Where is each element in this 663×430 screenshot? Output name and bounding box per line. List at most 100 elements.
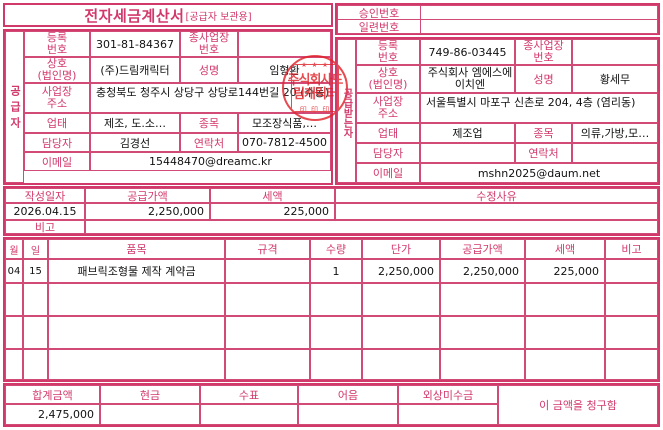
- cash-label: 현금: [100, 385, 200, 404]
- buyer-company-label-line1: 상호: [377, 66, 399, 79]
- table-row-day[interactable]: [23, 283, 48, 316]
- buyer-sub-biz-value[interactable]: [572, 39, 658, 65]
- supplier-contact-label: 연락처: [180, 133, 238, 152]
- credit-receivable-value[interactable]: [398, 404, 498, 425]
- buyer-side-label: 공급받는자: [337, 39, 356, 183]
- supplier-ceo-name[interactable]: 임형환: [238, 57, 331, 83]
- items-header-spec: 규격: [225, 239, 310, 259]
- buyer-manager-value[interactable]: [420, 143, 515, 163]
- table-row-name[interactable]: 패브릭조형물 제작 계약금: [48, 259, 225, 283]
- approval-block-frame: [335, 3, 660, 35]
- summary-note-value[interactable]: [85, 220, 658, 234]
- items-header-supply: 공급가액: [440, 239, 525, 259]
- buyer-email-value[interactable]: mshn2025@daum.net: [420, 163, 658, 183]
- summary-supply-value[interactable]: 2,250,000: [85, 203, 210, 220]
- table-row-note[interactable]: [605, 316, 658, 349]
- buyer-biz-item-label: 종목: [515, 123, 572, 143]
- buyer-frame: [335, 37, 660, 185]
- buyer-reg-no-value[interactable]: 749-86-03445: [420, 39, 515, 65]
- items-header-note: 비고: [605, 239, 658, 259]
- serial-no-label: 일련번호: [337, 19, 421, 34]
- supplier-sub-biz-label-line2: 번호: [198, 43, 220, 56]
- table-row-note[interactable]: [605, 349, 658, 380]
- promissory-note-value[interactable]: [298, 404, 398, 425]
- table-row-month[interactable]: [5, 283, 23, 316]
- table-row-supply[interactable]: 2,250,000: [440, 259, 525, 283]
- table-row-day[interactable]: 15: [23, 259, 48, 283]
- table-row-supply[interactable]: [440, 283, 525, 316]
- table-row-qty[interactable]: [310, 283, 362, 316]
- supplier-contact-value[interactable]: 070-7812-4500: [238, 133, 331, 152]
- table-row-name[interactable]: [48, 349, 225, 380]
- buyer-biz-item-value[interactable]: 의류,가방,모…: [572, 123, 658, 143]
- supplier-biz-item-value[interactable]: 모조장식품,…: [238, 113, 331, 133]
- table-row-qty[interactable]: 1: [310, 259, 362, 283]
- check-value[interactable]: [200, 404, 298, 425]
- table-row-note[interactable]: [605, 283, 658, 316]
- amend-reason-value[interactable]: [335, 203, 658, 220]
- supplier-company-name[interactable]: (주)드림캐릭터: [90, 57, 180, 83]
- table-row-supply[interactable]: [440, 349, 525, 380]
- table-row-price[interactable]: [362, 283, 440, 316]
- table-row-tax[interactable]: [525, 283, 605, 316]
- items-header-name: 품목: [48, 239, 225, 259]
- table-row-day[interactable]: [23, 316, 48, 349]
- table-row-price[interactable]: [362, 316, 440, 349]
- table-row-month[interactable]: [5, 349, 23, 380]
- cash-value[interactable]: [100, 404, 200, 425]
- table-row-spec[interactable]: [225, 349, 310, 380]
- supplier-email-label: 이메일: [24, 152, 90, 171]
- items-header-price: 단가: [362, 239, 440, 259]
- supplier-biz-item-label: 종목: [180, 113, 238, 133]
- table-row-qty[interactable]: [310, 316, 362, 349]
- table-row-name[interactable]: [48, 283, 225, 316]
- approval-no-value[interactable]: [420, 5, 658, 20]
- table-row-tax[interactable]: 225,000: [525, 259, 605, 283]
- buyer-sub-biz-label: 종사업장 번호: [515, 39, 572, 65]
- buyer-contact-value[interactable]: [572, 143, 658, 163]
- table-row-price[interactable]: [362, 349, 440, 380]
- table-row-spec[interactable]: [225, 316, 310, 349]
- items-header-qty: 수량: [310, 239, 362, 259]
- supplier-biz-type-value[interactable]: 제조, 도.소…: [90, 113, 180, 133]
- credit-receivable-label: 외상미수금: [398, 385, 498, 404]
- summary-tax-value[interactable]: 225,000: [210, 203, 335, 220]
- table-row-tax[interactable]: [525, 349, 605, 380]
- buyer-reg-no-label-line1: 등록: [377, 39, 399, 52]
- summary-note-label: 비고: [5, 220, 85, 234]
- supplier-manager-value[interactable]: 김경선: [90, 133, 180, 152]
- supplier-sub-biz-value[interactable]: [238, 31, 331, 57]
- table-row-note[interactable]: [605, 259, 658, 283]
- supplier-biz-type-label: 업태: [24, 113, 90, 133]
- buyer-address-label-line1: 사업장: [372, 95, 404, 108]
- table-row-qty[interactable]: [310, 349, 362, 380]
- write-date-value[interactable]: 2026.04.15: [5, 203, 85, 220]
- table-row-day[interactable]: [23, 349, 48, 380]
- buyer-reg-no-label-line2: 번호: [377, 51, 399, 64]
- table-row-spec[interactable]: [225, 259, 310, 283]
- buyer-ceo-name[interactable]: 황세무: [572, 65, 658, 93]
- buyer-email-label: 이메일: [356, 163, 420, 183]
- total-amount-value[interactable]: 2,475,000: [5, 404, 100, 425]
- buyer-company-name[interactable]: 주식회사 엠에스에이치엔: [420, 65, 515, 93]
- table-row-month[interactable]: [5, 316, 23, 349]
- buyer-biz-type-label: 업태: [356, 123, 420, 143]
- serial-no-value[interactable]: [420, 19, 658, 34]
- table-row-month[interactable]: 04: [5, 259, 23, 283]
- check-label: 수표: [200, 385, 298, 404]
- buyer-biz-type-value[interactable]: 제조업: [420, 123, 515, 143]
- table-row-price[interactable]: 2,250,000: [362, 259, 440, 283]
- supplier-reg-no-label-line1: 등록: [46, 31, 68, 44]
- table-row-tax[interactable]: [525, 316, 605, 349]
- supplier-address-value[interactable]: 충청북도 청주시 상당구 상당로144번길 20 (수동): [90, 83, 331, 113]
- table-row-name[interactable]: [48, 316, 225, 349]
- table-row-spec[interactable]: [225, 283, 310, 316]
- table-row-supply[interactable]: [440, 316, 525, 349]
- total-amount-label: 합계금액: [5, 385, 100, 404]
- approval-no-label: 승인번호: [337, 5, 421, 20]
- summary-supply-label: 공급가액: [85, 188, 210, 203]
- supplier-reg-no-value[interactable]: 301-81-84367: [90, 31, 180, 57]
- supplier-address-label-line2: 주소: [46, 97, 68, 110]
- supplier-email-value[interactable]: 15448470@dreamc.kr: [90, 152, 331, 171]
- buyer-address-value[interactable]: 서울특별시 마포구 신촌로 204, 4층 (염리동): [420, 93, 658, 123]
